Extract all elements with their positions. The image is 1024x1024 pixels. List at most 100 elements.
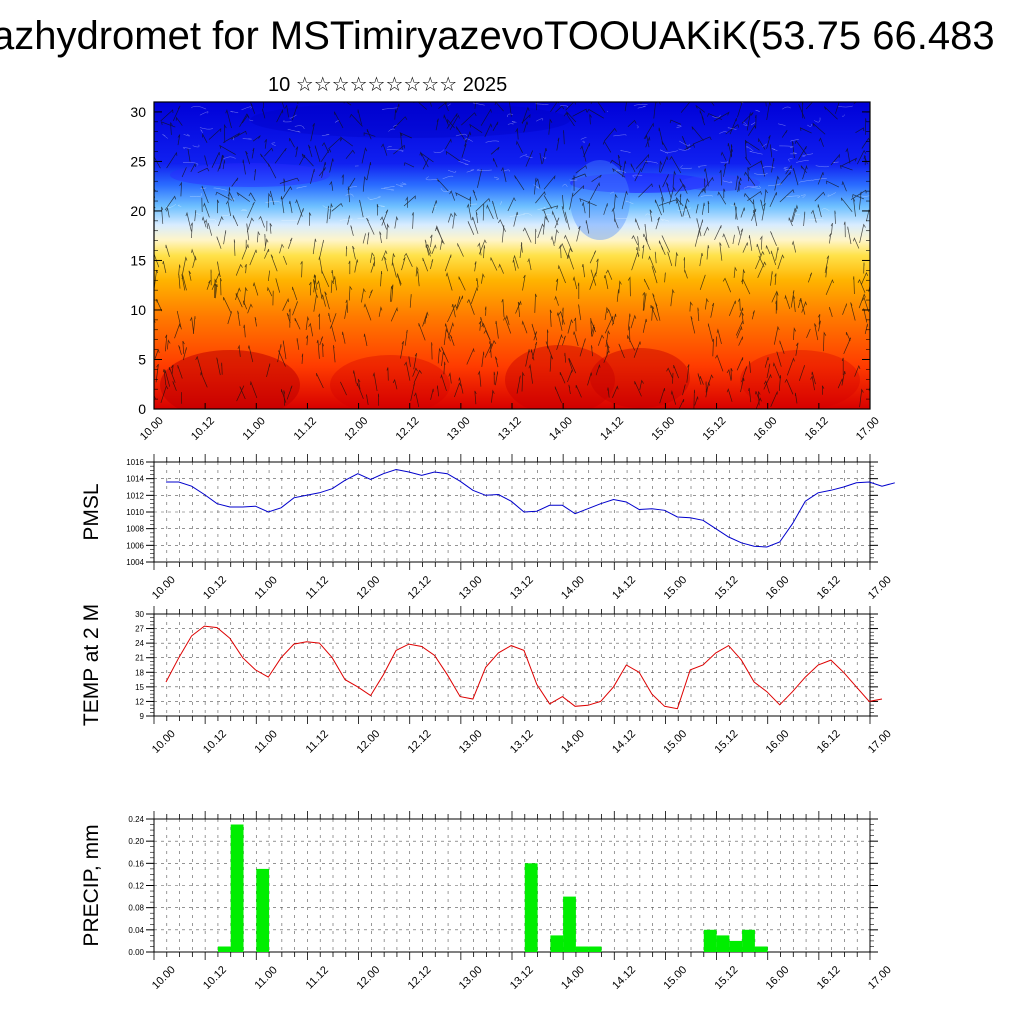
wind-vector [329,180,334,191]
wind-vector [634,381,642,397]
wind-vector [638,183,653,198]
wind-vector [738,181,742,192]
wind-vector [166,207,170,218]
wind-vector [579,198,597,207]
wind-vector [798,104,806,119]
wind-vector [274,147,287,164]
wind-vector [425,244,431,257]
wind-vector [569,192,574,210]
wind-vector [243,286,248,306]
wind-vector [694,228,701,247]
wind-vector [391,252,396,266]
wind-vector [366,217,375,235]
wind-vector [744,139,748,159]
wind-vector [556,137,560,151]
wind-vector [492,158,498,168]
wind-streamline [814,117,821,123]
heatmap-ytick-label: 15 [130,252,146,268]
wind-vector [369,252,375,263]
wind-vector [189,316,195,334]
wind-streamline [679,140,690,146]
wind-vector [737,177,742,193]
wind-vector [769,192,777,208]
pmsl-xtick-label: 15.12 [712,574,740,602]
wind-vector [626,334,636,351]
wind-vector [566,111,577,123]
wind-vector [818,320,821,332]
precip-bar [230,824,244,952]
wind-vector [321,142,330,153]
wind-vector [852,237,860,249]
wind-vector [748,124,757,136]
wind-vector [491,389,495,403]
wind-vector [347,215,351,225]
wind-vector [779,171,792,186]
wind-vector [248,345,254,363]
wind-vector [840,157,858,167]
wind-vector [214,283,217,297]
wind-vector [548,118,553,135]
wind-vector [246,201,255,219]
wind-vector [515,127,519,140]
wind-vector [207,223,213,236]
wind-vector [197,167,210,174]
wind-vector [834,210,836,224]
wind-vector [753,209,758,227]
wind-streamline [800,194,806,198]
wind-vector [215,191,233,201]
wind-streamline [719,131,728,134]
wind-vector [704,178,706,194]
wind-vector [233,239,236,256]
precip-bar [217,946,231,952]
wind-vector [434,227,445,245]
wind-vector [333,111,344,129]
wind-vector [794,392,798,404]
wind-vector [445,150,461,162]
wind-vector [225,109,232,129]
wind-vector [690,316,696,334]
wind-vector [726,388,733,402]
wind-streamline [165,204,177,208]
wind-vector [450,334,455,346]
pmsl-xtick-label: 15.00 [661,574,689,602]
wind-streamline [507,113,514,118]
precip-xtick-label: 16.12 [815,964,843,992]
wind-vector [729,117,737,135]
wind-vector [418,323,426,341]
wind-vector [269,190,275,206]
wind-streamline [794,213,800,215]
wind-vector [415,266,419,277]
wind-vector [794,140,808,156]
wind-vector [684,269,688,279]
wind-vector [174,322,181,339]
wind-vector [266,363,271,377]
wind-vector [264,238,269,252]
wind-vector [811,371,816,385]
wind-vector [528,363,533,384]
pmsl-xtick-label: 16.00 [764,574,792,602]
wind-vector [637,236,640,251]
wind-vector [742,242,748,253]
wind-vector [563,130,565,145]
pmsl-xtick-label: 17.00 [866,574,894,602]
wind-vector [394,109,397,120]
wind-vector [573,331,579,346]
wind-vector [826,180,840,188]
wind-streamline [192,144,200,148]
wind-vector [817,314,821,325]
wind-vector [345,299,349,313]
wind-streamline [665,150,679,154]
wind-vector [658,127,664,145]
wind-vector [264,147,274,157]
heatmap-ytick-label: 5 [138,351,146,367]
wind-vector [329,158,334,173]
wind-vector [589,250,597,264]
wind-vector [484,123,493,138]
wind-vector [770,391,778,407]
wind-vector [765,245,771,255]
precip-panel: 0.00 0.04 0.08 0.12 0.16 0.20 0.24 PRECIP, mm 10… [80,811,894,992]
wind-streamline [223,156,236,160]
wind-vector [834,102,840,114]
wind-vector [735,175,740,191]
wind-vector [680,102,694,113]
